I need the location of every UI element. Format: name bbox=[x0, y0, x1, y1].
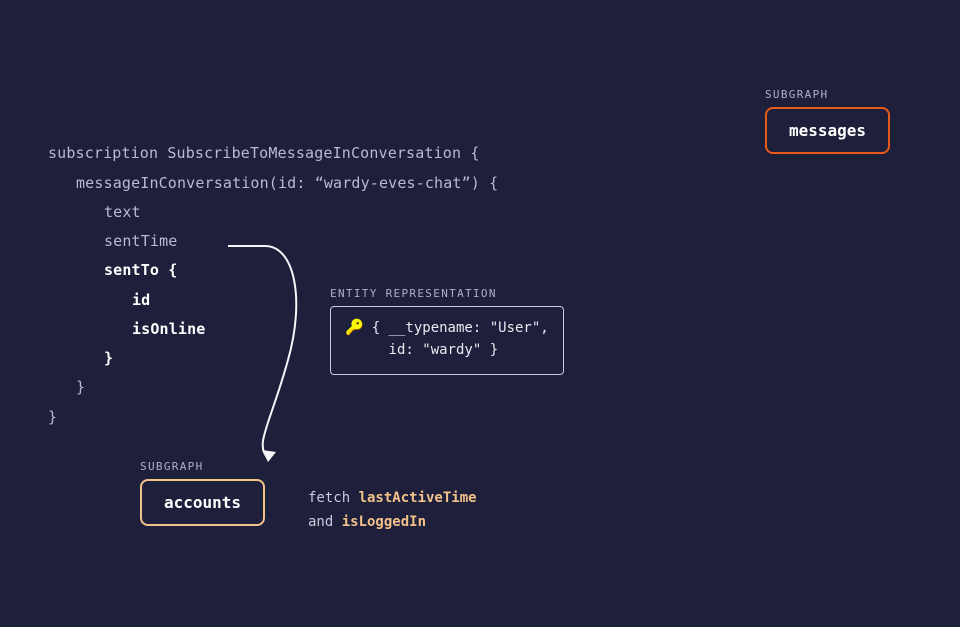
code-line: } bbox=[48, 408, 57, 426]
fetch-field: isLoggedIn bbox=[342, 514, 426, 530]
subgraph-messages-badge: messages bbox=[765, 107, 890, 154]
subgraph-accounts-group: SUBGRAPH accounts bbox=[140, 460, 265, 526]
fetch-prefix: fetch bbox=[308, 490, 359, 506]
code-line-bold: id bbox=[48, 286, 150, 315]
subgraph-messages-group: SUBGRAPH messages bbox=[765, 88, 890, 154]
fetch-field: lastActiveTime bbox=[359, 490, 477, 506]
fetch-annotation: fetch lastActiveTime and isLoggedIn bbox=[308, 487, 477, 535]
subgraph-label: SUBGRAPH bbox=[765, 88, 890, 101]
code-line-bold: isOnline bbox=[48, 315, 205, 344]
code-line: text bbox=[48, 198, 141, 227]
graphql-code: subscription SubscribeToMessageInConvers… bbox=[48, 110, 498, 432]
entity-line: id: "wardy" } bbox=[372, 342, 498, 358]
entity-line: { __typename: "User", bbox=[372, 320, 549, 336]
code-line: sentTime bbox=[48, 227, 177, 256]
code-line-bold: sentTo { bbox=[48, 256, 177, 285]
entity-representation-group: ENTITY REPRESENTATION 🔑 { __typename: "U… bbox=[330, 287, 564, 375]
fetch-mid: and bbox=[308, 514, 342, 530]
entity-text: { __typename: "User", id: "wardy" } bbox=[372, 317, 549, 362]
code-line: } bbox=[48, 373, 85, 402]
code-line: messageInConversation(id: “wardy-eves-ch… bbox=[48, 169, 498, 198]
code-line: subscription SubscribeToMessageInConvers… bbox=[48, 144, 480, 162]
entity-label: ENTITY REPRESENTATION bbox=[330, 287, 564, 300]
key-icon: 🔑 bbox=[345, 317, 364, 338]
subgraph-label: SUBGRAPH bbox=[140, 460, 265, 473]
entity-box: 🔑 { __typename: "User", id: "wardy" } bbox=[330, 306, 564, 375]
subgraph-accounts-badge: accounts bbox=[140, 479, 265, 526]
code-line-bold: } bbox=[48, 344, 113, 373]
